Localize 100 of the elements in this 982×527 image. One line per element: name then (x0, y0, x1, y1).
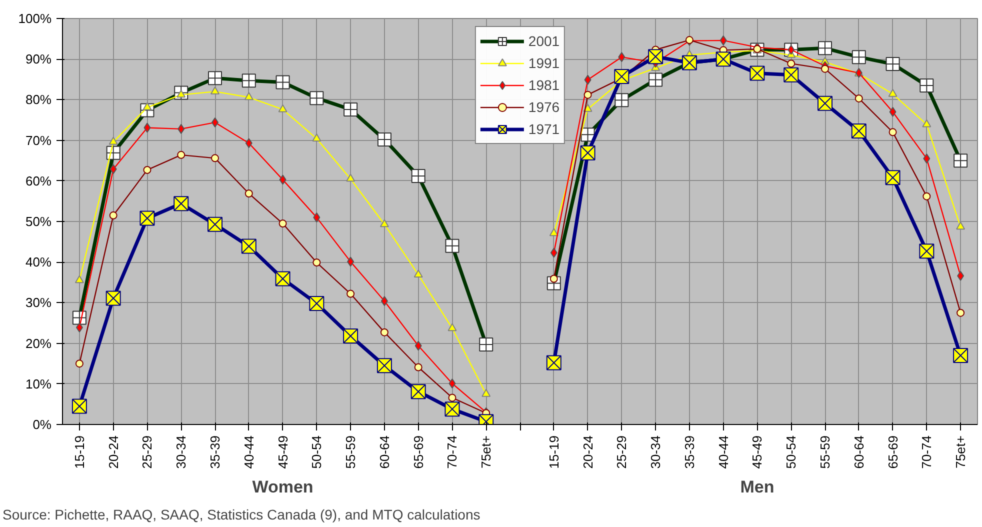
point (244, 92, 254, 100)
x-tick-label: 45-49 (750, 436, 765, 469)
point (957, 270, 964, 281)
point (414, 270, 423, 278)
x-tick-label: 60-64 (851, 436, 866, 469)
point (854, 94, 863, 102)
text: Women (252, 478, 314, 496)
point (380, 296, 388, 306)
x-tick-label: 40-44 (241, 436, 256, 469)
x-tick-label: 35-39 (208, 436, 222, 469)
legend-label: 1976 (528, 99, 560, 115)
point (110, 164, 117, 174)
point (108, 136, 118, 145)
x-tick-label: 55-59 (818, 436, 832, 469)
legend-label: 2001 (528, 33, 560, 49)
x-tick-label: 25-29 (140, 436, 155, 469)
point (142, 102, 152, 110)
x-tick-label: 20-24 (106, 436, 121, 469)
text: Men (740, 478, 774, 496)
point (788, 44, 795, 55)
point (275, 271, 290, 286)
point (312, 134, 322, 142)
point (72, 398, 87, 414)
point (482, 388, 491, 397)
y-tick-label: 30% (25, 295, 52, 310)
point (885, 170, 900, 186)
point (546, 355, 562, 370)
point (889, 106, 896, 117)
y-tick-label: 70% (25, 132, 52, 148)
point (245, 138, 252, 148)
point (313, 212, 320, 222)
x-tick-label: 65-69 (885, 436, 900, 469)
point (376, 358, 392, 374)
x-tick-label: 45-49 (275, 436, 290, 469)
point (584, 90, 592, 99)
x-tick-label: 50-54 (784, 436, 799, 469)
point (550, 274, 558, 283)
point (176, 90, 186, 98)
point (346, 174, 356, 182)
point (919, 244, 934, 259)
x-tick-label: 40-44 (716, 436, 731, 469)
point (720, 35, 727, 46)
point (787, 60, 796, 68)
point (244, 189, 253, 198)
point (380, 328, 388, 336)
point (208, 216, 222, 232)
point (380, 219, 389, 228)
point (922, 192, 931, 200)
point (278, 104, 288, 112)
y-tick-label: 80% (25, 92, 52, 108)
point (347, 256, 354, 267)
x-tick-label: 60-64 (376, 436, 392, 469)
point (448, 394, 456, 402)
point (614, 69, 630, 84)
point (923, 154, 930, 164)
x-tick-label: 50-54 (309, 436, 324, 469)
point (922, 119, 932, 128)
point (312, 258, 321, 266)
point (210, 86, 220, 94)
x-tick-label: 55-59 (343, 436, 358, 469)
point (821, 64, 829, 73)
point (140, 210, 155, 226)
x-tick-label: 15-19 (546, 436, 562, 469)
point (346, 290, 355, 298)
point (343, 328, 358, 344)
legend-label: 1991 (528, 55, 560, 71)
x-tick-label: 75et+ (478, 435, 494, 468)
point (851, 123, 866, 138)
x-tick-label: 70-74 (919, 436, 934, 469)
point (648, 49, 664, 64)
y-tick-label: 10% (25, 376, 52, 392)
legend-label: 1981 (528, 77, 560, 93)
point (414, 340, 422, 351)
point (953, 348, 968, 363)
point (106, 290, 121, 306)
y-tick-label: 0% (32, 417, 52, 432)
x-tick-label: 25-29 (614, 436, 630, 469)
point (76, 322, 83, 332)
point (444, 402, 460, 417)
point (178, 124, 185, 134)
y-tick-label: 20% (25, 336, 52, 351)
point (448, 378, 456, 388)
point (241, 238, 256, 254)
x-tick-label: 30-34 (174, 436, 189, 469)
point (309, 296, 324, 312)
y-tick-label: 100% (18, 11, 52, 26)
point (818, 96, 832, 111)
point (584, 74, 592, 85)
y-tick-label: 90% (25, 52, 52, 67)
point (74, 275, 84, 284)
point (174, 196, 189, 212)
point (144, 122, 151, 133)
point (75, 360, 84, 368)
point (414, 363, 422, 372)
point (279, 174, 286, 185)
x-tick-label: 75et+ (953, 435, 968, 468)
point (888, 88, 898, 97)
point (580, 145, 596, 160)
y-tick-label: 60% (25, 173, 52, 188)
point (956, 222, 966, 230)
